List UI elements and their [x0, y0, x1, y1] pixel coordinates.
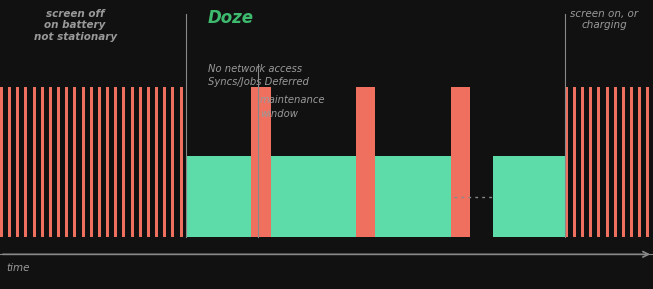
Bar [186, 156, 251, 237]
Bar [638, 87, 641, 237]
Bar [573, 87, 576, 237]
Bar [581, 87, 584, 237]
Bar [16, 87, 20, 237]
Bar [251, 87, 271, 237]
Bar [147, 87, 150, 237]
Bar [630, 87, 633, 237]
Text: No network access
Syncs/Jobs Deferred: No network access Syncs/Jobs Deferred [208, 64, 308, 87]
Text: Doze: Doze [208, 9, 253, 27]
Bar [33, 87, 35, 237]
Bar [8, 87, 11, 237]
Bar [589, 87, 592, 237]
Bar [49, 87, 52, 237]
Bar [375, 156, 451, 237]
Bar [180, 87, 183, 237]
Bar [622, 87, 625, 237]
Bar [646, 87, 649, 237]
Bar [155, 87, 158, 237]
Bar [172, 87, 174, 237]
Text: screen on, or
charging: screen on, or charging [570, 9, 638, 30]
Text: maintenance
window: maintenance window [260, 95, 325, 118]
Bar [114, 87, 118, 237]
Bar [614, 87, 616, 237]
Bar [565, 87, 568, 237]
Bar [82, 87, 84, 237]
Text: time: time [7, 263, 30, 273]
Bar [73, 87, 76, 237]
Bar [0, 87, 3, 237]
Bar [57, 87, 60, 237]
Bar [98, 87, 101, 237]
Bar [89, 87, 93, 237]
Bar [106, 87, 109, 237]
Bar [40, 87, 44, 237]
Bar [25, 87, 27, 237]
Bar [139, 87, 142, 237]
Bar [605, 87, 609, 237]
Bar [163, 87, 167, 237]
Bar [131, 87, 134, 237]
Bar [65, 87, 69, 237]
Text: screen off
on battery
not stationary: screen off on battery not stationary [33, 9, 117, 42]
Bar [271, 156, 356, 237]
Bar [493, 156, 565, 237]
Bar [451, 87, 470, 237]
Bar [123, 87, 125, 237]
Bar [597, 87, 600, 237]
Bar [356, 87, 375, 237]
